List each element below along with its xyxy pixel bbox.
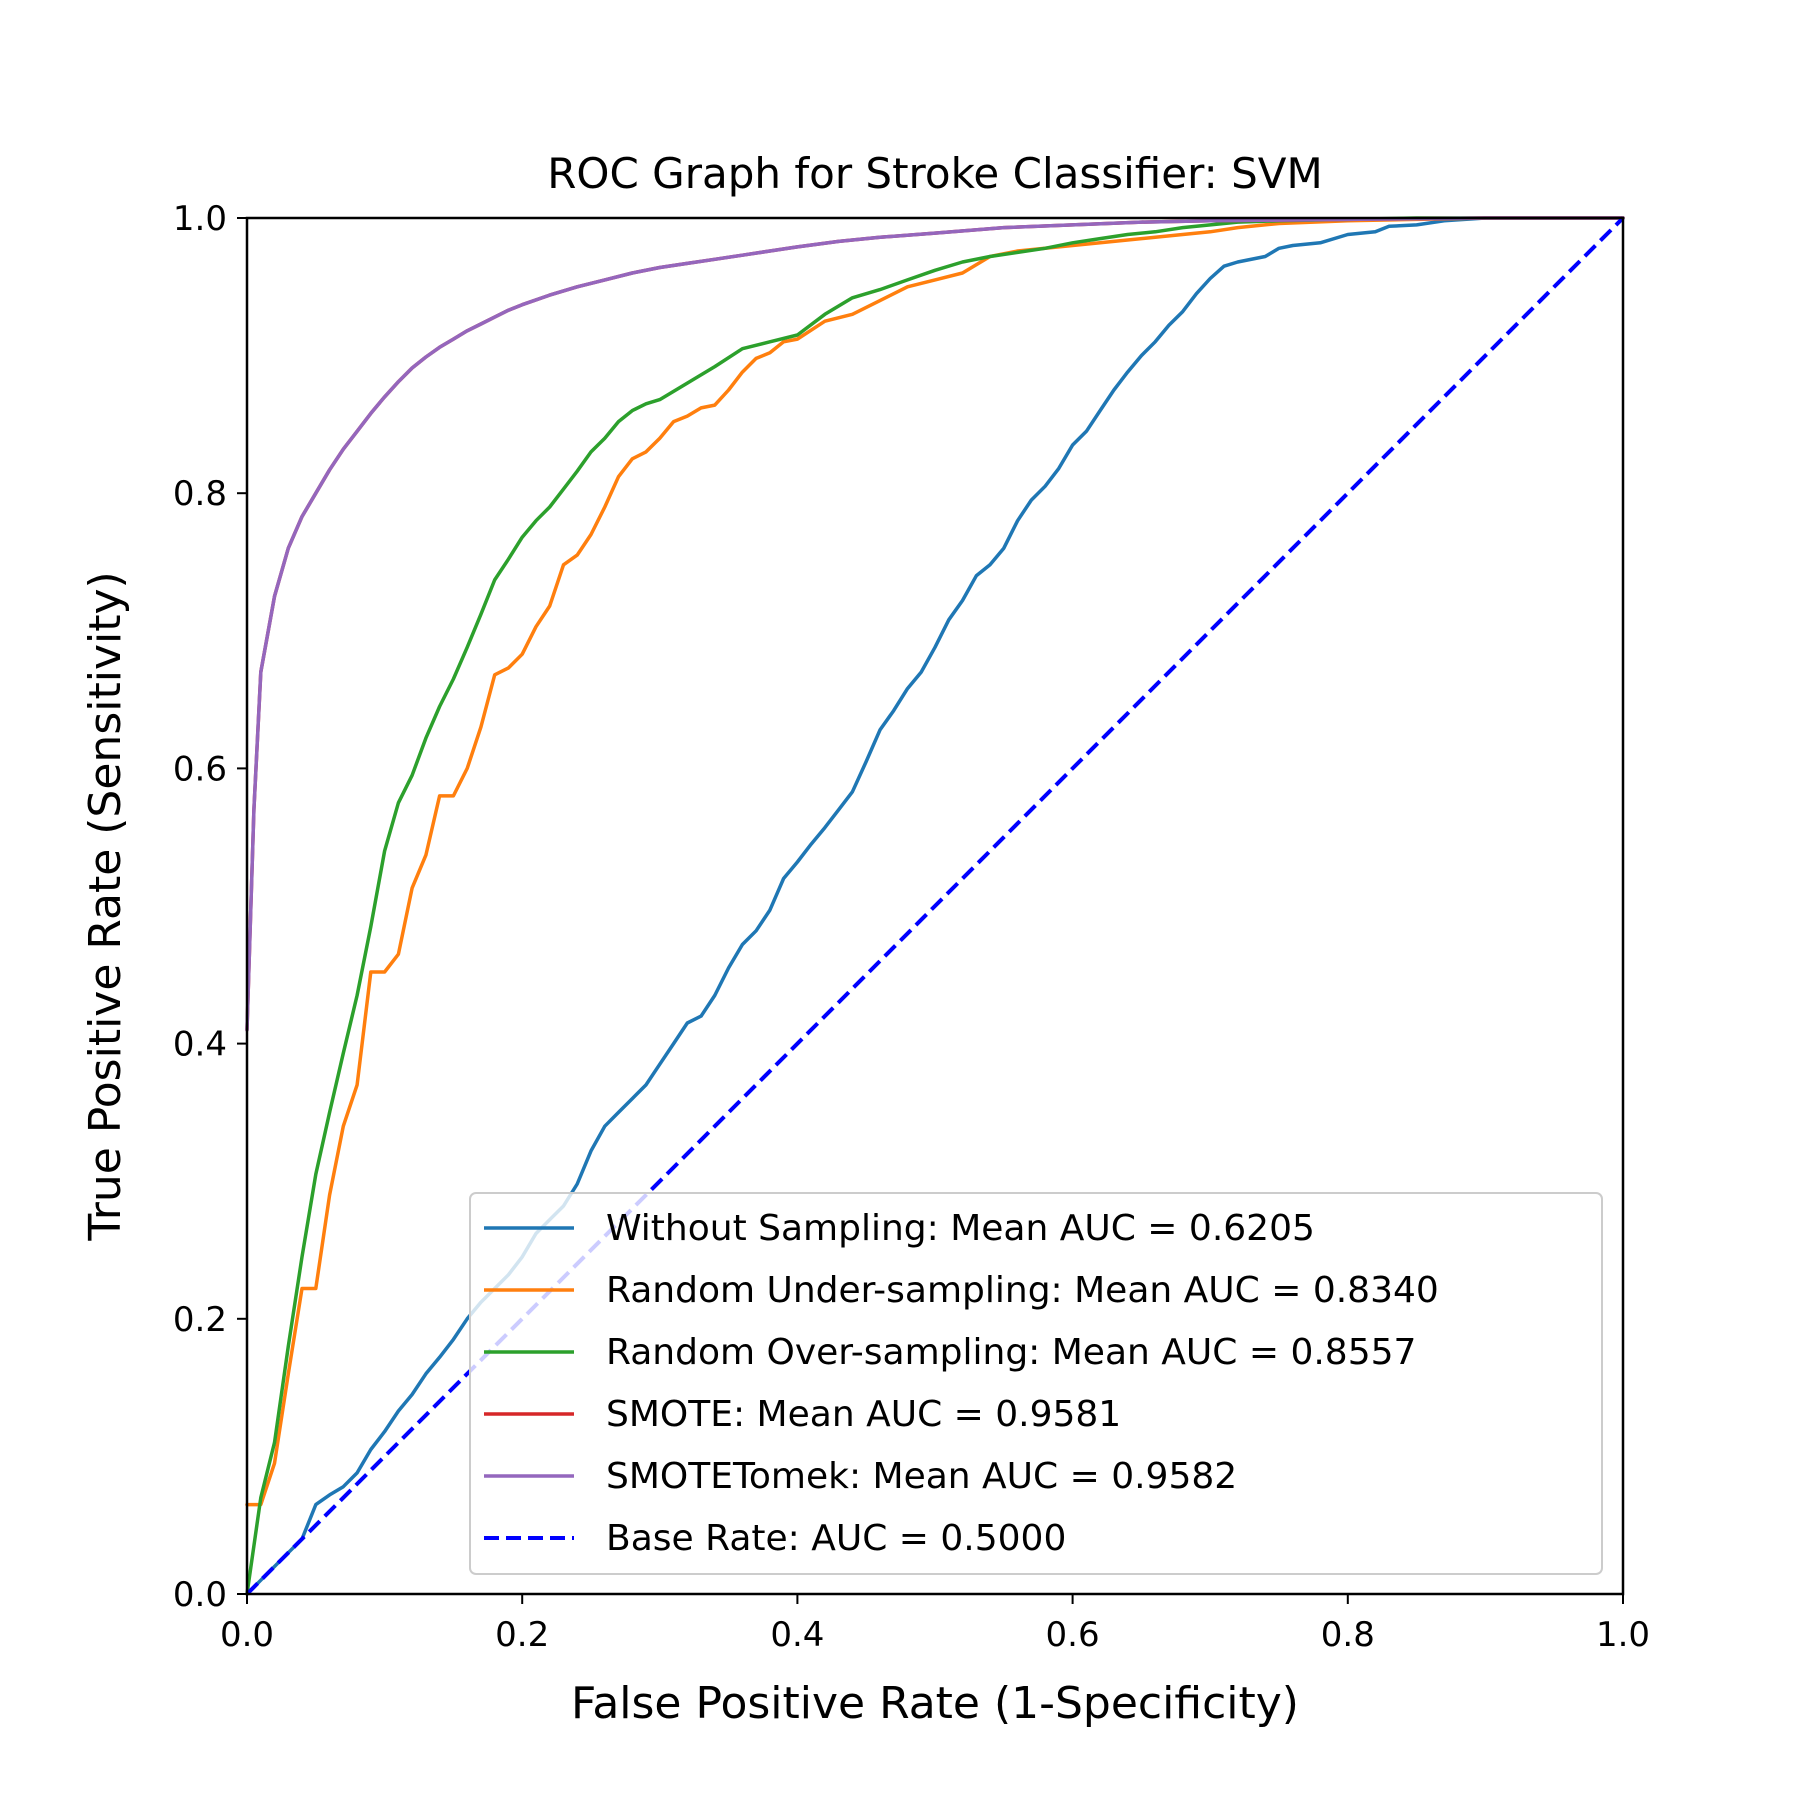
series-line-without-sampling xyxy=(245,216,1625,1596)
legend-entry-random-over-sampling: Random Over-sampling: Mean AUC = 0.8557 xyxy=(484,1332,1416,1373)
legend-entry-without-sampling: Without Sampling: Mean AUC = 0.6205 xyxy=(484,1208,1315,1249)
series-layer xyxy=(245,216,1625,1596)
legend-label: SMOTE: Mean AUC = 0.9581 xyxy=(606,1394,1121,1435)
legend-label: Without Sampling: Mean AUC = 0.6205 xyxy=(606,1208,1315,1249)
legend-label: Base Rate: AUC = 0.5000 xyxy=(606,1518,1066,1559)
legend-box xyxy=(469,1192,1603,1575)
y-tick-label: 1.0 xyxy=(173,199,227,239)
legend-label: Random Over-sampling: Mean AUC = 0.8557 xyxy=(606,1332,1416,1373)
legend-entries: Without Sampling: Mean AUC = 0.6205 Rando… xyxy=(484,1208,1439,1559)
legend-label: SMOTETomek: Mean AUC = 0.9582 xyxy=(606,1456,1237,1497)
x-tick-label: 0.8 xyxy=(1321,1615,1375,1655)
ticks-layer: 0.0 0.2 0.4 0.6 0.8 1.0 0.0 0.2 0.4 0.6 0.8 1.0 xyxy=(173,199,1650,1655)
legend-entry-smotetomek: SMOTETomek: Mean AUC = 0.9582 xyxy=(484,1456,1237,1497)
plot-frame xyxy=(245,216,1625,1596)
series-line-random-over-sampling xyxy=(245,216,1625,1596)
x-tick-label: 0.2 xyxy=(495,1615,549,1655)
y-tick-label: 0.2 xyxy=(173,1300,227,1340)
x-tick-label: 0.6 xyxy=(1046,1615,1100,1655)
y-tick-label: 0.8 xyxy=(173,474,227,514)
legend: Without Sampling: Mean AUC = 0.6205 Rando… xyxy=(469,1192,1603,1575)
x-tick-label: 0.4 xyxy=(770,1615,824,1655)
x-axis-label: False Positive Rate (1-Specificity) xyxy=(571,1678,1299,1729)
legend-label: Random Under-sampling: Mean AUC = 0.8340 xyxy=(606,1270,1439,1311)
series-line-smotetomek xyxy=(245,216,1625,1032)
series-line-base-rate xyxy=(245,216,1625,1596)
legend-entry-smote: SMOTE: Mean AUC = 0.9581 xyxy=(484,1394,1121,1435)
y-axis-label: True Positive Rate (Sensitivity) xyxy=(80,571,131,1241)
x-tick-label: 0.0 xyxy=(220,1615,274,1655)
y-tick-label: 0.0 xyxy=(173,1575,227,1615)
series-line-random-under-sampling xyxy=(245,216,1625,1507)
legend-entry-base-rate: Base Rate: AUC = 0.5000 xyxy=(484,1518,1066,1559)
legend-entry-random-under-sampling: Random Under-sampling: Mean AUC = 0.8340 xyxy=(484,1270,1439,1311)
x-tick-label: 1.0 xyxy=(1596,1615,1650,1655)
chart-title: ROC Graph for Stroke Classifier: SVM xyxy=(547,149,1323,198)
y-tick-label: 0.4 xyxy=(173,1025,227,1065)
y-tick-label: 0.6 xyxy=(173,749,227,789)
